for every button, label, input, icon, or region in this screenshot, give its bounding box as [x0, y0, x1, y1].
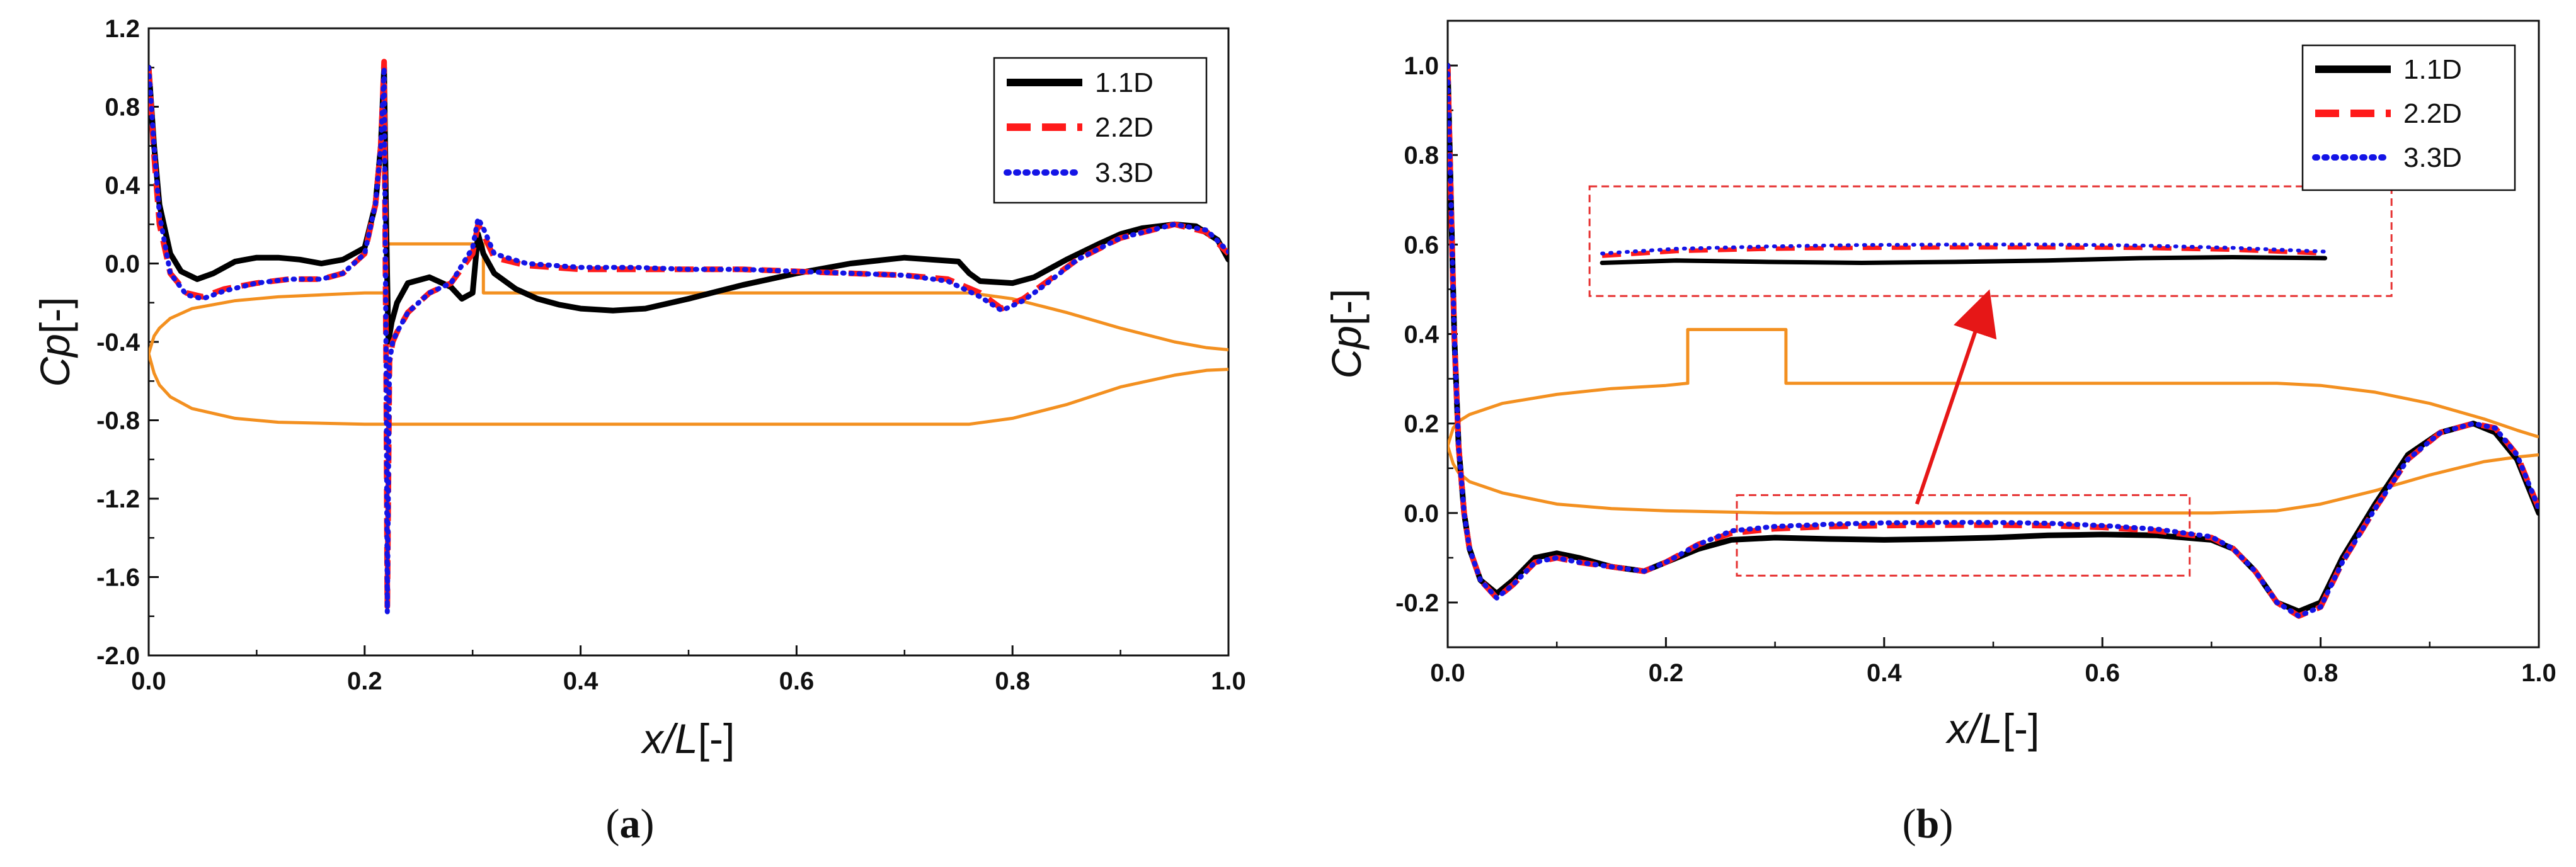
inset-series-line-3-3d-b — [1600, 242, 2327, 256]
x-axis-title-b: x/L[-] — [1945, 705, 2040, 752]
legend-label-2-2d-b: 2.2D — [2403, 98, 2462, 129]
x-tick-label-b: 0.4 — [1867, 659, 1902, 687]
x-ticks-a: 0.0 0.2 0.4 0.6 0.8 1.0 — [131, 645, 1246, 695]
y-tick-label-a: 1.2 — [105, 15, 140, 43]
x-tick-label-b: 0.8 — [2303, 659, 2338, 687]
y-tick-label-a: -1.2 — [96, 485, 140, 513]
series-line-3-3d-a — [149, 65, 1228, 615]
chart-panel-a: -2.0-1.6-1.2-0.8-0.40.00.40.81.2 0.0 0.2 0… — [31, 15, 1246, 847]
x-tick-label-b: 0.2 — [1649, 659, 1684, 687]
series-group-a — [149, 59, 1228, 615]
y-tick-label-a: 0.4 — [105, 172, 140, 200]
x-tick-label-a: 0.2 — [347, 667, 382, 695]
hull-lower-line-a — [149, 353, 1228, 426]
y-tick-label-a: 0.8 — [105, 94, 140, 122]
x-ticks-b: 0.0 0.2 0.4 0.6 0.8 1.0 — [1430, 637, 2556, 687]
legend-label-3-3d-a: 3.3D — [1095, 157, 1153, 188]
y-tick-label-b: -0.2 — [1395, 589, 1439, 617]
y-tick-label-b: 0.4 — [1404, 321, 1439, 349]
hull-upper-line-b — [1448, 327, 2539, 446]
zoom-target-box-b — [1588, 185, 2393, 297]
y-axis-title-b: Cp[-] — [1323, 288, 1370, 378]
y-tick-label-b: 0.0 — [1404, 500, 1439, 528]
x-tick-label-b: 1.0 — [2521, 659, 2556, 687]
legend-b: 1.1D 2.2D 3.3D — [2301, 44, 2516, 191]
zoom-arrow-b — [1915, 289, 1997, 505]
zoom-boxes-b — [1588, 185, 2393, 577]
x-tick-label-a: 0.4 — [563, 667, 598, 695]
legend-label-2-2d-a: 2.2D — [1095, 112, 1153, 143]
legend-label-1-1d-b: 1.1D — [2403, 54, 2462, 85]
chart-panel-b: -0.2 0.0 0.2 0.4 0.6 0.8 1.0 0.0 0.2 0.4 0.6 0.8 1.… — [1323, 20, 2556, 847]
x-tick-label-a: 0.6 — [779, 667, 815, 695]
hull-lower-line-b — [1448, 445, 2539, 515]
inset-series-line-1-1d-b — [1600, 255, 2328, 265]
y-tick-label-b: 0.8 — [1404, 142, 1439, 169]
y-tick-label-a: 0.0 — [105, 251, 140, 278]
zoom-inset-series-b — [1600, 242, 2328, 265]
x-tick-label-b: 0.0 — [1430, 659, 1465, 687]
legend-label-3-3d-b: 3.3D — [2403, 142, 2462, 173]
inset-series-line-2-2d-b — [1601, 245, 2325, 258]
series-line-3-3d-b — [1448, 63, 2539, 619]
x-tick-label-b: 0.6 — [2085, 659, 2120, 687]
y-ticks-b: -0.2 0.0 0.2 0.4 0.6 0.8 1.0 — [1395, 52, 1458, 617]
y-tick-label-b: 0.6 — [1404, 231, 1439, 259]
panel-caption-b: (b) — [1903, 801, 1954, 847]
x-tick-label-a: 0.0 — [131, 667, 166, 695]
x-axis-title-a: x/L[-] — [641, 715, 735, 762]
series-group-b — [1448, 62, 2539, 619]
legend-label-1-1d-a: 1.1D — [1095, 67, 1153, 98]
x-tick-label-a: 0.8 — [995, 667, 1030, 695]
legend-a: 1.1D 2.2D 3.3D — [993, 57, 1208, 204]
y-tick-label-a: -0.8 — [96, 407, 140, 435]
panel-caption-a: (a) — [606, 801, 655, 847]
x-tick-label-a: 1.0 — [1211, 667, 1246, 695]
y-tick-label-a: -0.4 — [96, 329, 140, 356]
y-axis-title-a: Cp[-] — [31, 297, 78, 387]
y-tick-label-a: -1.6 — [96, 564, 140, 592]
y-tick-label-b: 0.2 — [1404, 411, 1439, 438]
y-ticks-a: -2.0 -1.6 -1.2 -0.8 -0.4 0.0 0.4 0.8 1.2 — [96, 15, 159, 670]
y-tick-label-a: -2.0 — [96, 642, 140, 670]
hull-outline-b — [1448, 327, 2539, 515]
y-tick-label-b: 1.0 — [1404, 52, 1439, 80]
